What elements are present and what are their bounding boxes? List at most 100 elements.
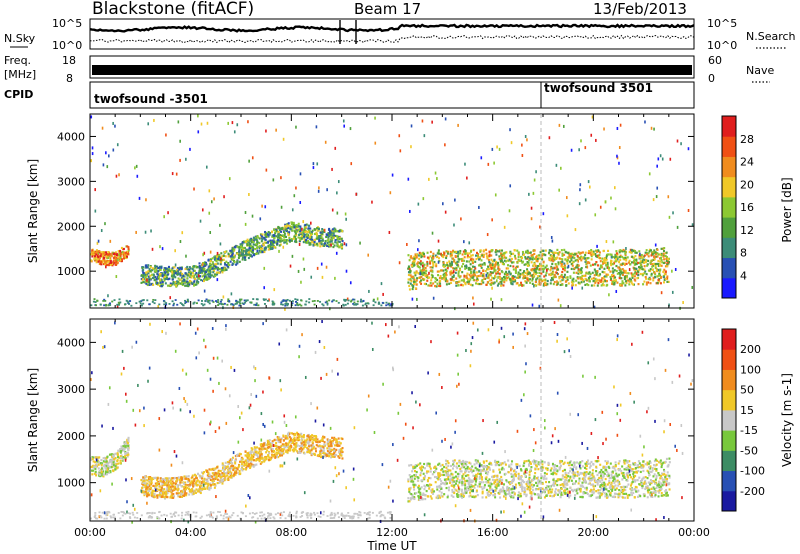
data-point (102, 470, 105, 473)
data-point (197, 130, 200, 134)
data-point (286, 242, 289, 245)
data-point (201, 262, 204, 266)
data-point (239, 299, 242, 302)
data-point (460, 279, 463, 282)
data-point (587, 261, 590, 264)
data-point (287, 303, 290, 305)
data-point (411, 257, 414, 260)
data-point (555, 265, 558, 268)
data-point (664, 254, 667, 258)
data-point (290, 432, 293, 435)
data-point (254, 451, 257, 454)
data-point (117, 456, 120, 459)
data-point (576, 276, 579, 279)
data-point (656, 164, 658, 168)
data-point (316, 162, 319, 166)
data-point (415, 283, 418, 286)
data-point (635, 251, 638, 254)
data-point (181, 272, 184, 276)
data-point (277, 445, 280, 449)
data-point (225, 250, 228, 253)
data-point (573, 256, 576, 260)
data-point (157, 282, 160, 285)
data-point (240, 244, 243, 248)
data-point (238, 304, 241, 307)
data-point (191, 274, 194, 278)
data-point (108, 262, 111, 265)
data-point (145, 265, 148, 269)
data-point (496, 284, 499, 287)
data-point (185, 157, 187, 161)
data-point (539, 267, 542, 271)
data-point (569, 252, 572, 256)
data-point (265, 443, 268, 446)
data-point (203, 303, 206, 306)
data-point (218, 255, 221, 258)
data-point (144, 266, 147, 269)
data-point (145, 488, 148, 491)
data-point (252, 298, 255, 300)
data-point (546, 268, 548, 272)
data-point (410, 145, 412, 149)
data-point (350, 162, 353, 166)
data-point (196, 266, 199, 269)
data-point (650, 274, 653, 277)
data-point (277, 232, 280, 235)
data-point (543, 283, 546, 286)
data-point (95, 261, 98, 264)
data-point (317, 229, 320, 232)
data-point (485, 252, 488, 255)
data-point (451, 261, 453, 265)
data-point (97, 461, 100, 464)
data-point (256, 240, 259, 243)
data-point (665, 251, 668, 254)
data-point (109, 263, 112, 266)
data-point (250, 450, 253, 453)
data-point (480, 156, 483, 160)
data-point (148, 278, 151, 281)
data-point (256, 234, 259, 238)
data-point (443, 275, 446, 278)
data-point (488, 253, 491, 256)
data-point (238, 301, 241, 304)
data-point (100, 467, 103, 470)
data-point (104, 304, 107, 307)
data-point (454, 198, 456, 202)
data-point (579, 188, 581, 192)
data-point (428, 177, 430, 181)
data-point (263, 248, 266, 251)
data-point (145, 492, 148, 495)
data-point (479, 264, 482, 267)
data-point (96, 460, 99, 463)
data-point (650, 249, 653, 252)
data-point (259, 247, 262, 251)
data-point (245, 461, 248, 464)
data-point (93, 255, 96, 258)
data-point (304, 240, 307, 243)
y-tick-label: 2000 (57, 220, 85, 233)
data-point (246, 238, 249, 241)
data-point (558, 277, 561, 280)
data-point (194, 277, 197, 280)
data-point (185, 475, 188, 478)
data-point (596, 271, 599, 274)
data-point (430, 279, 433, 282)
data-point (169, 282, 172, 285)
data-point (270, 243, 273, 247)
data-point (92, 460, 95, 463)
data-point (408, 288, 411, 291)
data-point (469, 263, 472, 266)
data-point (657, 253, 660, 256)
data-point (480, 272, 483, 275)
data-point (489, 271, 492, 274)
data-point (248, 244, 251, 248)
data-point (625, 257, 628, 261)
data-point (238, 260, 241, 263)
data-point (517, 253, 520, 256)
data-point (245, 467, 248, 470)
data-point (607, 268, 610, 271)
data-point (267, 235, 270, 238)
data-point (613, 186, 616, 190)
data-point (615, 269, 618, 273)
data-point (615, 264, 618, 268)
